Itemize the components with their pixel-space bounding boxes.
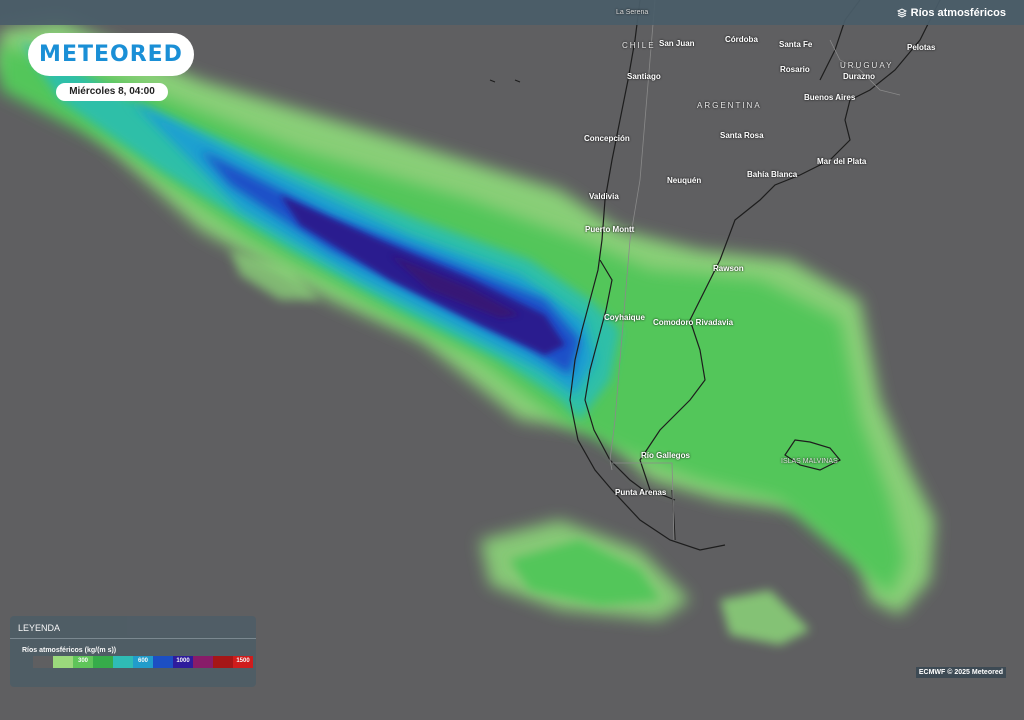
timestamp-badge: Miércoles 8, 04:00 xyxy=(56,83,168,101)
place-label: San Juan xyxy=(659,39,695,48)
place-label: Córdoba xyxy=(725,35,758,44)
place-label: Santa Rosa xyxy=(720,131,764,140)
legend-color-scale: 300 600 1000 1500 xyxy=(33,656,253,668)
legend-variable: Ríos atmosféricos (kg/(m s)) xyxy=(22,647,117,654)
legend-title: LEYENDA xyxy=(18,623,61,633)
place-label: Santa Fe xyxy=(779,40,813,49)
legend-tick-label: 600 xyxy=(137,658,148,664)
legend-swatch xyxy=(213,656,233,668)
place-label: Santiago xyxy=(627,72,661,81)
place-label: Comodoro Rivadavia xyxy=(653,318,734,327)
legend-swatch: 1500 xyxy=(233,656,253,668)
place-label: Pelotas xyxy=(907,43,936,52)
credit-badge: ECMWF © 2025 Meteored xyxy=(915,667,1006,678)
legend-tick-label: 1500 xyxy=(236,658,250,664)
logo-text: METEORED xyxy=(39,42,183,67)
legend-swatch: 300 xyxy=(73,656,93,668)
place-label: Río Gallegos xyxy=(641,451,690,460)
legend-swatch xyxy=(153,656,173,668)
legend-swatch xyxy=(33,656,53,668)
atmospheric-river-plume xyxy=(0,20,935,645)
place-label: Mar del Plata xyxy=(817,157,867,166)
legend-tick-label: 1000 xyxy=(176,658,190,664)
layer-selector[interactable]: Ríos atmosféricos xyxy=(896,7,1006,19)
legend-swatch xyxy=(193,656,213,668)
legend-swatch xyxy=(53,656,73,668)
place-label: CHILE xyxy=(622,41,656,50)
place-label: ARGENTINA xyxy=(697,101,762,110)
meteored-logo[interactable]: METEORED xyxy=(28,33,194,76)
place-label: Rosario xyxy=(780,65,810,74)
place-label: Concepción xyxy=(584,134,630,143)
legend-swatch: 1000 xyxy=(173,656,193,668)
place-label: La Serena xyxy=(616,9,649,16)
layers-icon xyxy=(896,8,907,18)
place-label: Puerto Montt xyxy=(585,225,635,234)
place-label: Neuquén xyxy=(667,176,702,185)
legend-panel: LEYENDA Ríos atmosféricos (kg/(m s)) 300… xyxy=(10,616,256,687)
country-borders xyxy=(609,0,901,541)
place-label: Bahía Blanca xyxy=(747,170,798,179)
legend-tick-label: 300 xyxy=(77,658,88,664)
place-label: Punta Arenas xyxy=(615,488,667,497)
layer-title: Ríos atmosféricos xyxy=(910,7,1006,19)
place-label: Valdivia xyxy=(589,192,619,201)
legend-swatch xyxy=(93,656,113,668)
place-label: Buenos Aires xyxy=(804,93,856,102)
top-bar xyxy=(0,0,1024,25)
legend-swatch xyxy=(113,656,133,668)
legend-divider xyxy=(10,638,256,639)
legend-swatch: 600 xyxy=(133,656,153,668)
place-label: Coyhaique xyxy=(604,313,645,322)
place-label: ISLAS MALVINAS xyxy=(781,458,838,465)
place-label: Rawson xyxy=(713,264,744,273)
place-label: Durazno xyxy=(843,72,875,81)
place-label: URUGUAY xyxy=(840,61,894,70)
